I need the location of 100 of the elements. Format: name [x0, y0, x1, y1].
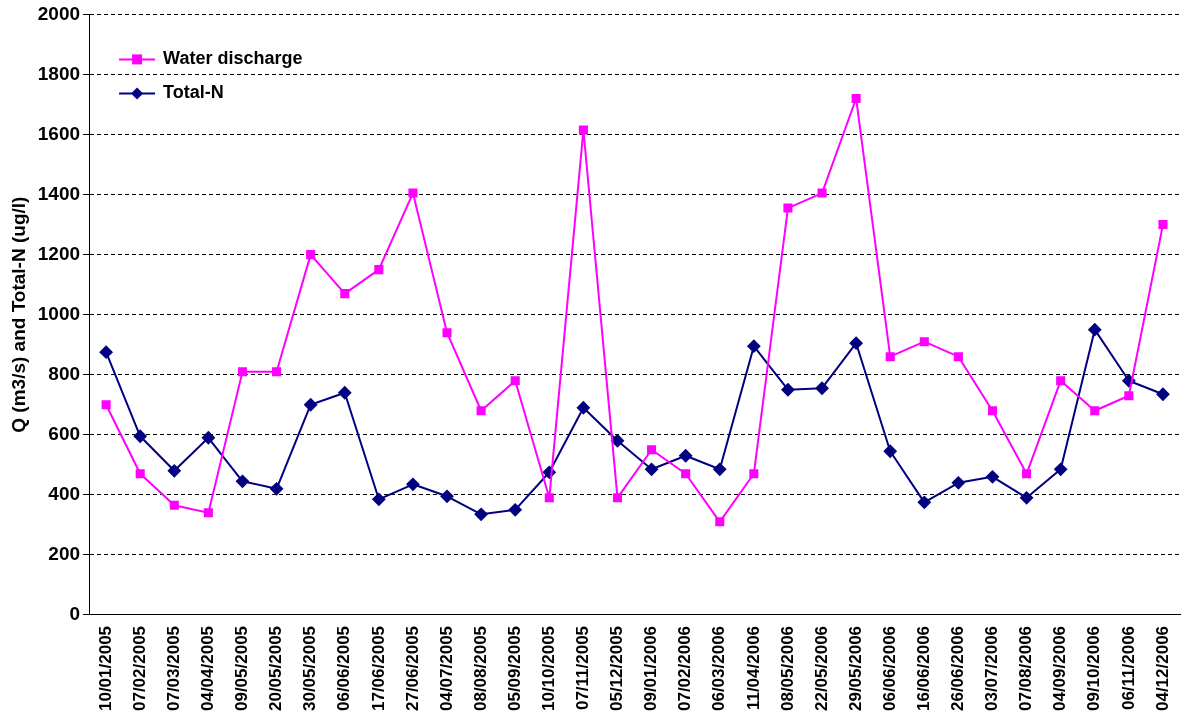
x-tick-label: 07/02/2005: [129, 625, 149, 712]
point: [986, 470, 999, 484]
x-tick-label: 20/05/2005: [266, 625, 286, 712]
x-tick-label: 10/01/2005: [95, 625, 115, 712]
y-tick-label: 1200: [37, 242, 81, 264]
y-tick-label: 1000: [37, 302, 81, 324]
point: [237, 367, 248, 377]
y-tick-label: 1800: [37, 62, 81, 84]
x-tick-label: 27/06/2005: [402, 625, 422, 712]
point: [476, 406, 486, 416]
point: [612, 493, 623, 503]
point: [133, 429, 147, 443]
x-tick-label: 07/03/2005: [163, 625, 183, 712]
point: [442, 328, 452, 338]
x-tick-label: 04/07/2005: [436, 625, 456, 712]
x-tick-label: 09/01/2006: [641, 625, 661, 712]
point: [408, 188, 418, 198]
point: [306, 250, 316, 260]
x-tick-label: 11/04/2006: [743, 625, 763, 711]
x-tick-label: 05/12/2005: [607, 625, 627, 712]
x-tick-label: 30/05/2005: [300, 625, 320, 712]
point: [474, 507, 488, 521]
x-tick-label: 07/08/2006: [1016, 625, 1036, 712]
point: [953, 352, 963, 362]
x-tick-label: 04/12/2006: [1152, 625, 1172, 712]
x-tick-label: 04/04/2005: [198, 625, 218, 712]
x-tick-label: 06/06/2006: [879, 625, 899, 712]
point: [167, 464, 181, 478]
y-axis-title: Q (m3/s) and Total-N (ug/l): [7, 196, 29, 433]
x-tick-label: 05/09/2005: [504, 625, 524, 712]
point: [715, 517, 725, 527]
x-tick-label: 10/10/2005: [538, 625, 558, 712]
point: [169, 500, 179, 510]
point: [919, 337, 929, 347]
x-tick-label: 08/08/2005: [470, 625, 490, 712]
point: [576, 401, 590, 415]
x-tick-label: 03/07/2006: [982, 625, 1002, 712]
point: [1022, 469, 1032, 479]
point: [783, 203, 793, 213]
point: [272, 367, 282, 377]
point: [1156, 387, 1170, 401]
x-tick-label: 17/06/2005: [368, 625, 388, 712]
y-tick-label: 1600: [37, 122, 81, 144]
legend-label: Total-N: [163, 82, 224, 103]
point: [951, 476, 965, 490]
x-tick-label: 06/03/2006: [709, 625, 729, 712]
point: [851, 93, 861, 104]
x-tick-label: 26/06/2006: [948, 625, 968, 712]
x-tick-label: 09/10/2006: [1084, 625, 1104, 712]
point: [99, 345, 113, 359]
point: [1056, 376, 1066, 386]
y-tick-label: 400: [48, 483, 81, 505]
x-tick-label: 06/06/2005: [334, 625, 354, 712]
point: [406, 477, 420, 491]
point: [849, 336, 863, 350]
point: [1124, 391, 1134, 401]
y-tick-label: 800: [48, 362, 81, 384]
point: [987, 406, 998, 416]
point: [235, 474, 249, 488]
point: [338, 386, 352, 400]
point: [713, 462, 727, 476]
y-tick-label: 2000: [37, 2, 81, 24]
point: [781, 383, 795, 397]
y-tick-label: 1400: [37, 182, 81, 204]
point: [1090, 406, 1100, 416]
point: [883, 444, 897, 458]
point: [1158, 220, 1168, 230]
x-tick-label: 07/11/2005: [573, 625, 593, 711]
x-tick-label: 22/05/2006: [811, 625, 831, 712]
y-tick-label: 0: [69, 603, 81, 625]
point: [815, 381, 829, 395]
point: [647, 445, 657, 455]
point: [747, 339, 761, 353]
x-tick-label: 09/05/2005: [232, 625, 252, 712]
y-tick-label: 200: [48, 543, 81, 565]
x-tick-label: 29/05/2006: [845, 625, 865, 712]
point: [578, 125, 588, 135]
legend-label: Water discharge: [163, 48, 303, 69]
x-tick-label: 08/05/2006: [777, 625, 797, 712]
point: [340, 289, 350, 299]
point: [508, 503, 522, 517]
x-tick-label: 07/02/2006: [675, 625, 695, 712]
point: [917, 495, 931, 509]
point: [1088, 323, 1102, 337]
point: [1020, 491, 1034, 505]
point: [885, 352, 895, 362]
x-tick-label: 06/11/2006: [1118, 625, 1138, 711]
point: [681, 469, 691, 479]
point: [304, 398, 318, 412]
point: [372, 492, 386, 506]
point: [135, 469, 145, 479]
point: [610, 434, 624, 448]
point: [270, 482, 284, 496]
point: [749, 469, 759, 479]
point: [101, 400, 111, 410]
point: [645, 462, 659, 476]
point: [201, 431, 215, 445]
point: [679, 449, 693, 463]
point: [374, 265, 384, 275]
point: [817, 188, 827, 198]
